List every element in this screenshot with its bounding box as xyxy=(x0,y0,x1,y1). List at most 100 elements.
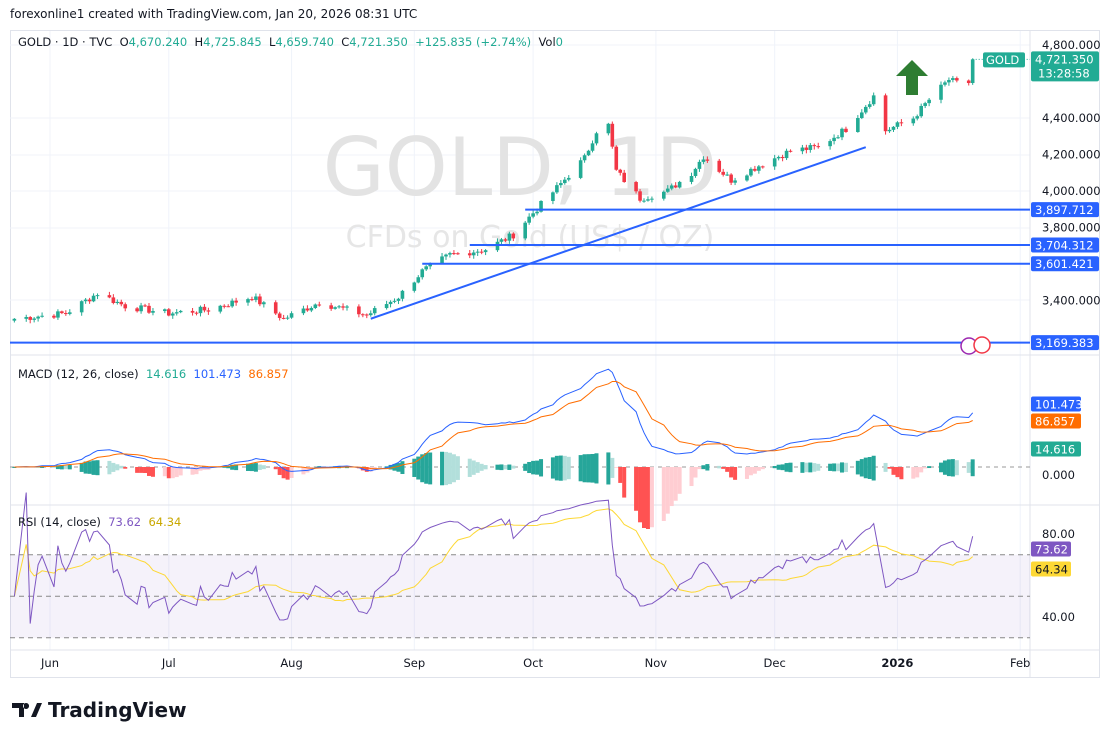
rsi-axis-tick: 80.00 xyxy=(1042,527,1075,541)
candle-body xyxy=(800,147,805,152)
candle xyxy=(36,315,40,322)
candle xyxy=(955,76,959,83)
macd-histogram-bar xyxy=(756,467,761,471)
candle-body xyxy=(943,82,947,85)
macd-legend: MACD (12, 26, close) 14.616 101.473 86.8… xyxy=(18,367,289,381)
candle xyxy=(329,302,333,311)
candle-body xyxy=(966,80,971,84)
candle-body xyxy=(729,174,733,183)
chart-canvas[interactable]: GOLD, 1D CFDs on Gold (US$ / OZ) 3,897.712… xyxy=(0,0,1110,690)
trendline xyxy=(370,146,867,320)
macd-histogram-bar xyxy=(12,467,17,468)
rsi-name[interactable]: RSI (14, close) xyxy=(18,515,101,529)
macd-histogram-bar xyxy=(166,467,171,479)
candle xyxy=(167,308,171,317)
candle-body xyxy=(79,301,84,313)
macd-histogram-bar xyxy=(222,466,227,468)
candle xyxy=(499,237,504,245)
macd-histogram-bar xyxy=(372,467,377,470)
macd-histogram-bar xyxy=(610,457,615,478)
candle-body xyxy=(424,266,428,270)
candle-body xyxy=(559,183,563,186)
candle xyxy=(895,121,900,130)
macd-histogram-bar xyxy=(150,467,155,477)
price-label-bg xyxy=(1031,202,1099,218)
macd-histogram-bar xyxy=(923,467,928,469)
candle-body xyxy=(107,295,112,298)
macd-histogram-bar xyxy=(305,467,310,473)
candle xyxy=(87,297,92,304)
volume-value: 0 xyxy=(555,35,563,49)
candle-body xyxy=(511,233,516,239)
candle-body xyxy=(309,307,314,311)
candle-body xyxy=(388,301,393,305)
candle xyxy=(673,182,678,189)
open-value: 4,670.240 xyxy=(128,35,188,49)
macd-histogram-bar xyxy=(586,454,591,483)
candle-body xyxy=(693,168,698,177)
candle xyxy=(139,302,143,314)
macd-histogram-bar xyxy=(246,463,250,471)
candle-body xyxy=(725,174,729,176)
time-axis-tick: 2026 xyxy=(881,656,913,670)
price-axis-tick: 4,800.000 xyxy=(1042,38,1101,52)
horizontal-level-label: 3,704.312 xyxy=(1035,238,1094,252)
macd-histogram-bar xyxy=(230,464,235,470)
macd-histogram-bar xyxy=(550,457,555,479)
macd-histogram-bar xyxy=(123,467,128,469)
candle xyxy=(531,210,535,219)
candle xyxy=(246,297,250,306)
macd-histogram-bar xyxy=(867,457,872,479)
candle xyxy=(218,304,223,314)
candle-body xyxy=(618,169,623,173)
volume-label: Vol xyxy=(538,35,556,49)
macd-histogram-bar xyxy=(812,463,817,472)
candle-body xyxy=(333,307,337,309)
candle-body xyxy=(812,145,817,147)
candle xyxy=(840,127,844,141)
candle xyxy=(966,79,971,86)
symbol-label[interactable]: GOLD · 1D · TVC xyxy=(18,35,113,49)
candle xyxy=(705,156,710,163)
candle-body xyxy=(206,310,211,312)
candle-body xyxy=(947,79,951,83)
candle-body xyxy=(313,304,318,308)
candle xyxy=(947,77,951,86)
candle xyxy=(804,144,809,154)
low-value: 4,659.740 xyxy=(275,35,334,49)
macd-histogram-bar xyxy=(566,456,571,480)
macd-histogram-bar xyxy=(721,467,726,469)
macd-histogram-bar xyxy=(606,452,611,485)
candle xyxy=(448,251,452,258)
candle-body xyxy=(535,211,539,214)
macd-name[interactable]: MACD (12, 26, close) xyxy=(18,367,139,381)
macd-histogram-bar xyxy=(285,467,290,480)
macd-histogram-bar xyxy=(95,460,100,476)
candle xyxy=(725,171,729,176)
candle xyxy=(812,143,817,150)
up-arrow-icon xyxy=(896,60,928,95)
macd-histogram-bar xyxy=(966,462,971,473)
price-label-bg xyxy=(1031,256,1099,272)
candle xyxy=(440,252,444,264)
macd-histogram-bar xyxy=(832,463,837,472)
candle xyxy=(174,309,179,316)
macd-histogram-bar xyxy=(843,462,848,473)
time-axis-tick: Nov xyxy=(645,656,668,670)
candle-body xyxy=(539,200,543,212)
macd-histogram-bar xyxy=(733,467,738,480)
candle-body xyxy=(285,317,290,319)
macd-histogram-bar xyxy=(677,467,682,494)
candle xyxy=(357,304,361,318)
candle xyxy=(761,165,765,169)
candle xyxy=(563,177,567,185)
candle-body xyxy=(527,216,531,223)
macd-histogram-bar xyxy=(665,467,670,514)
candle-body xyxy=(717,160,722,172)
candle-body xyxy=(951,78,955,80)
candle xyxy=(234,297,238,306)
candle xyxy=(170,311,175,319)
macd-histogram-bar xyxy=(693,467,698,478)
candle xyxy=(662,190,666,201)
candle-body xyxy=(828,141,832,147)
